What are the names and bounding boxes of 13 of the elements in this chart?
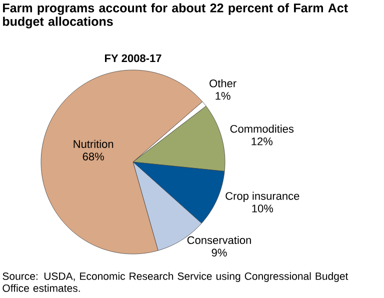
data-label: 12% [252, 137, 272, 146]
slice-label: Crop insurance [226, 192, 300, 202]
slice-label: Conservation [187, 236, 251, 244]
data-label: 68% [82, 152, 104, 160]
data-label: 9% [212, 248, 227, 257]
slice-label: Commodities [230, 124, 294, 133]
slice-label: Other [210, 79, 236, 88]
source-note: Source: USDA, Economic Research Service using Congressional Budget Office estimates. [2, 272, 348, 292]
slice-label: Nutrition [74, 140, 114, 148]
chart-subtitle: FY 2008-17 [105, 54, 162, 62]
data-label: 10% [252, 204, 274, 212]
chart-title: Farm programs account for about 22 percent of Farm Act budget allocations [3, 3, 348, 28]
data-label: 1% [216, 92, 230, 100]
